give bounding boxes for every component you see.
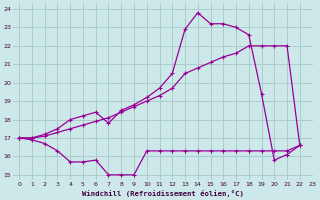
X-axis label: Windchill (Refroidissement éolien,°C): Windchill (Refroidissement éolien,°C) <box>82 190 244 197</box>
